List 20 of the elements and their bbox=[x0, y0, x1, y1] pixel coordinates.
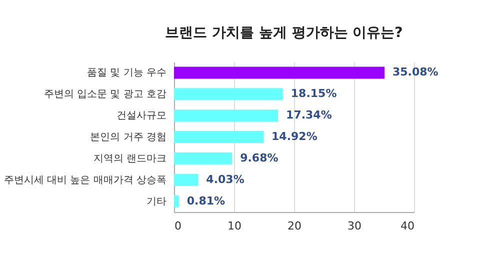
x-tick-label: 10 bbox=[228, 220, 242, 232]
data-label: 17.34% bbox=[286, 108, 332, 122]
y-tick-label: 주변시세 대비 높은 매매가격 상승폭 bbox=[4, 174, 166, 186]
x-tick-label: 30 bbox=[348, 220, 362, 232]
data-label: 4.03% bbox=[206, 172, 244, 186]
y-tick-label: 기타 bbox=[146, 196, 166, 208]
x-tick-label: 20 bbox=[288, 220, 302, 232]
data-label: 14.92% bbox=[272, 130, 318, 143]
x-tick-label: 0 bbox=[174, 220, 182, 232]
y-tick-label: 본인의 거주 경험 bbox=[90, 132, 166, 143]
data-label: 9.68% bbox=[240, 151, 278, 164]
chart-title: 브랜드 가치를 높게 평가하는 이유는? bbox=[165, 25, 403, 41]
x-tick-label: 40 bbox=[400, 220, 414, 232]
y-tick-label: 주변의 입소문 및 광고 호감 bbox=[44, 89, 166, 100]
y-tick-label: 건설사규모 bbox=[116, 110, 166, 122]
y-tick-label: 품질 및 기능 우수 bbox=[86, 68, 166, 79]
data-label: 35.08% bbox=[392, 66, 438, 79]
data-label: 18.15% bbox=[290, 87, 337, 100]
y-tick-label: 지역의 랜드마크 bbox=[93, 153, 166, 164]
data-label: 0.81% bbox=[186, 194, 226, 208]
